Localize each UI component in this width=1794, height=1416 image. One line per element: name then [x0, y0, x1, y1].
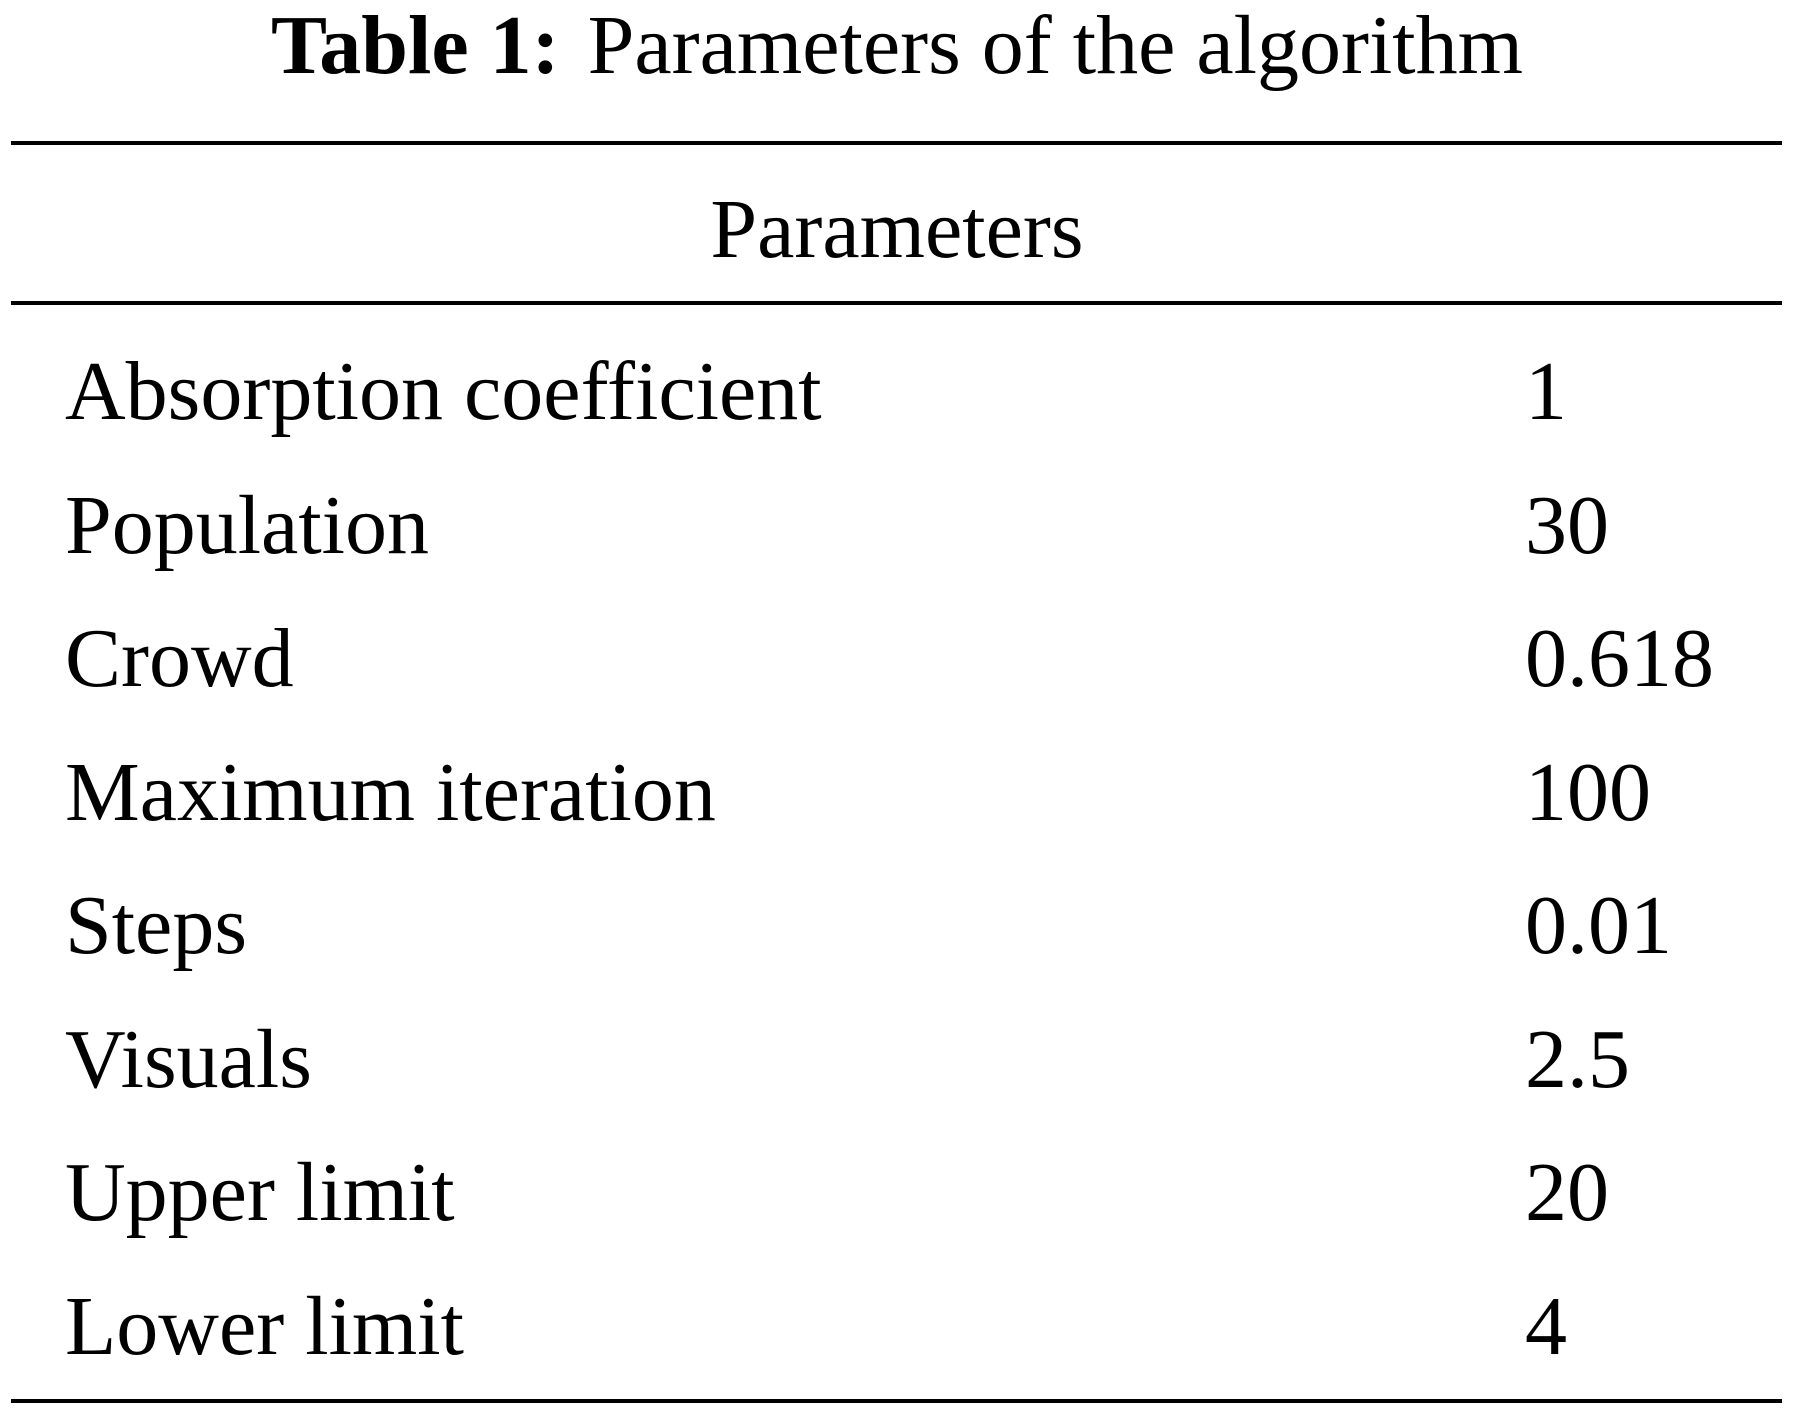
mid-rule [11, 301, 1782, 305]
bottom-rule [11, 1399, 1782, 1403]
parameter-value: 30 [1525, 478, 1609, 572]
parameter-value: 4 [1525, 1279, 1567, 1373]
parameter-value: 0.618 [1525, 612, 1714, 705]
parameter-name: Steps [65, 879, 248, 972]
parameter-value: 20 [1525, 1146, 1609, 1239]
parameter-name: Crowd [65, 612, 294, 705]
caption-label: Table 1: [270, 0, 560, 92]
column-header: Parameters [710, 183, 1084, 276]
parameter-name: Absorption coefficient [65, 345, 822, 438]
parameter-value: 0.01 [1525, 879, 1672, 972]
parameter-value: 1 [1525, 345, 1567, 438]
parameter-value: 2.5 [1525, 1012, 1630, 1106]
parameter-value: 100 [1525, 745, 1651, 839]
parameter-name: Visuals [65, 1012, 312, 1106]
parameter-name: Population [65, 478, 430, 572]
parameter-name: Maximum iteration [65, 745, 716, 839]
caption-text: Parameters of the algorithm [587, 0, 1523, 92]
table-caption: Table 1: Parameters of the algorithm [0, 4, 1794, 88]
parameter-name: Upper limit [65, 1146, 455, 1239]
parameter-name: Lower limit [65, 1279, 464, 1373]
top-rule [11, 141, 1782, 145]
